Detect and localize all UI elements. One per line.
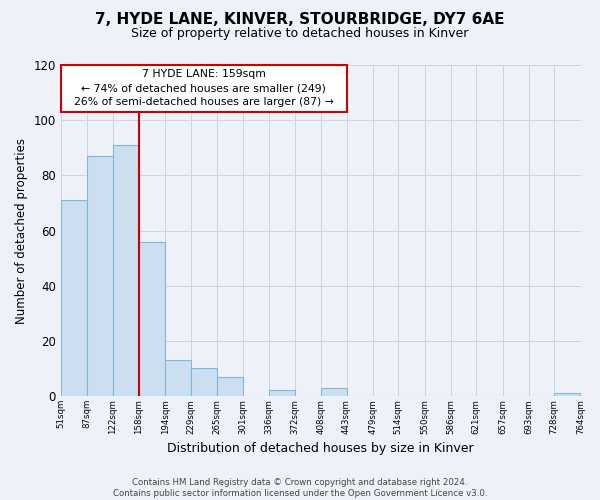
Text: 7, HYDE LANE, KINVER, STOURBRIDGE, DY7 6AE: 7, HYDE LANE, KINVER, STOURBRIDGE, DY7 6… [95,12,505,28]
Text: Contains HM Land Registry data © Crown copyright and database right 2024.
Contai: Contains HM Land Registry data © Crown c… [113,478,487,498]
Y-axis label: Number of detached properties: Number of detached properties [15,138,28,324]
Bar [61,200,87,396]
Bar [217,376,243,396]
Text: Size of property relative to detached houses in Kinver: Size of property relative to detached ho… [131,28,469,40]
Bar [87,156,113,396]
Bar [139,242,165,396]
Bar [165,360,191,396]
X-axis label: Distribution of detached houses by size in Kinver: Distribution of detached houses by size … [167,442,474,455]
Bar [321,388,347,396]
Bar [113,145,139,396]
Bar [191,368,217,396]
Bar [554,394,580,396]
FancyBboxPatch shape [61,65,347,112]
Bar [269,390,295,396]
Text: 7 HYDE LANE: 159sqm
← 74% of detached houses are smaller (249)
26% of semi-detac: 7 HYDE LANE: 159sqm ← 74% of detached ho… [74,70,334,108]
